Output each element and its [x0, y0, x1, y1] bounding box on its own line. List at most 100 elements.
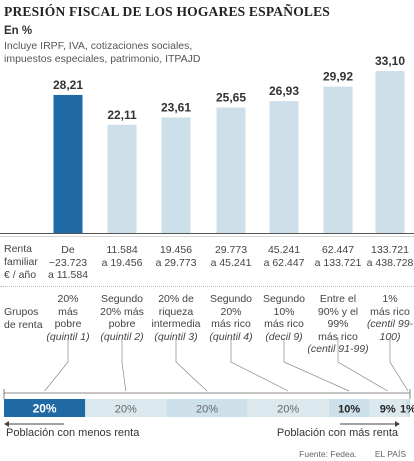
income-group-cell: Entre el 90% y el 99% más rico (centil 91-9…	[307, 293, 369, 356]
income-group-tag: (quintil 3)	[154, 330, 198, 343]
chart-subtitle: Incluye IRPF, IVA, cotizaciones sociales…	[4, 40, 201, 65]
income-range-line: 45.241	[267, 244, 301, 256]
groups-row-label: Grupos de renta	[4, 306, 43, 332]
income-range-cell: 19.456 a 29.773	[146, 244, 206, 269]
income-group-tag: (centil 99-100)	[366, 318, 414, 343]
bar-value-label: 22,11	[107, 108, 137, 122]
income-range-line: a 11.584	[47, 269, 89, 281]
income-group-tag: (quintil 4)	[209, 330, 253, 343]
population-share-label: 1%	[400, 404, 414, 416]
left-arrow-head	[4, 421, 9, 427]
population-segment	[328, 399, 370, 417]
income-range-cell: De −23.723 a 11.584	[38, 244, 98, 282]
separator-groups	[0, 286, 414, 287]
publisher-text: EL PAÍS	[374, 449, 406, 459]
income-range-cell: 29.773 a 45.241	[201, 244, 261, 269]
income-range-line: a 29.773	[155, 256, 197, 269]
income-group-line: Segundo	[209, 293, 253, 305]
leader-line	[337, 338, 388, 392]
income-range-line: 19.456	[159, 244, 193, 256]
income-row-label-line: € / año	[4, 269, 37, 281]
income-group-line: Segundo	[262, 293, 306, 305]
income-group-line: 20% de	[158, 293, 194, 305]
income-group-line: pobre	[108, 318, 136, 330]
income-group-line: 20% más	[100, 305, 144, 318]
income-range-line: a 45.241	[210, 256, 252, 269]
income-group-cell: Segundo 20% más pobre (quintil 2)	[91, 293, 153, 343]
income-group-cell: 1% más rico (centil 99-100)	[359, 293, 414, 343]
income-row-label: Renta familiar € / año	[4, 243, 38, 282]
income-group-tag: (decil 9)	[265, 330, 303, 343]
bar-value-label: 25,65	[216, 90, 246, 104]
income-range-line: −23.723	[48, 256, 88, 269]
bar-value-label: 26,93	[269, 84, 299, 98]
income-range-line: 11.584	[106, 244, 138, 256]
income-range-line: 133.721	[371, 244, 409, 256]
groups-row-label-line: Grupos	[4, 306, 39, 318]
income-range-cell: 133.721 a 438.728	[360, 244, 414, 269]
bar	[269, 101, 299, 233]
bar-value-label: 28,21	[53, 78, 83, 92]
leader-line	[283, 338, 350, 392]
income-group-line: pobre	[54, 318, 82, 330]
groups-row-label-line: de renta	[4, 319, 43, 331]
left-population-label: Población con menos renta	[6, 427, 140, 439]
income-row-label-line: Renta	[4, 243, 33, 255]
income-range-cell: 45.241 a 62.447	[254, 244, 314, 269]
income-group-line: más rico	[264, 318, 304, 330]
income-range-cell: 62.447 a 133.721	[308, 244, 368, 269]
income-group-line: 20%	[220, 305, 242, 318]
income-group-line: Segundo	[100, 293, 144, 305]
population-share-label: 20%	[277, 404, 299, 416]
income-group-line: 1%	[382, 293, 398, 305]
population-segment	[247, 399, 329, 417]
income-group-line: 20%	[57, 293, 79, 305]
population-segment	[166, 399, 248, 417]
population-share-label: 9%	[380, 404, 396, 416]
income-group-line: más rico	[211, 318, 251, 330]
population-share-label: 20%	[196, 404, 218, 416]
leader-line	[44, 338, 69, 392]
bar-value-label: 33,10	[375, 54, 405, 68]
population-segment	[4, 399, 86, 417]
income-range-line: a 133.721	[314, 256, 362, 269]
income-row-label-line: familiar	[4, 256, 38, 268]
income-group-cell: 20% de riqueza intermedia (quintil 3)	[145, 293, 207, 343]
bar	[53, 94, 83, 234]
income-group-line: 10%	[273, 305, 295, 318]
income-group-line: 90% y el 99%	[317, 305, 359, 331]
bar	[375, 71, 405, 233]
population-share-label: 10%	[338, 404, 360, 416]
income-group-line: más rico	[370, 305, 410, 318]
bar-value-label: 29,92	[323, 70, 353, 84]
income-group-cell: 20% más pobre (quintil 1)	[37, 293, 99, 343]
income-range-line: 29.773	[214, 244, 248, 256]
bar	[161, 117, 191, 233]
income-range-line: a 62.447	[263, 256, 305, 269]
source-text: Fuente: Fedea.	[299, 449, 357, 459]
income-group-line: más rico	[318, 330, 358, 343]
population-share-label: 20%	[115, 404, 137, 416]
population-segment	[369, 399, 406, 417]
leader-line	[121, 338, 127, 392]
income-group-line: Entre el	[319, 293, 357, 305]
bar-value-label: 23,61	[161, 100, 191, 114]
income-group-line: intermedia	[151, 318, 201, 330]
income-group-tag: (centil 91-99)	[307, 343, 369, 355]
leader-line	[175, 338, 208, 392]
income-group-line: más	[58, 305, 78, 318]
income-range-line: De	[61, 244, 75, 256]
right-arrow-head	[395, 421, 400, 427]
source-line: Fuente: Fedea. EL PAÍS	[299, 449, 406, 459]
population-share-label: 20%	[33, 402, 57, 416]
separator-income	[0, 236, 414, 237]
income-group-cell: Segundo 20% más rico (quintil 4)	[200, 293, 262, 343]
leader-line	[389, 338, 409, 392]
chart-title: PRESIÓN FISCAL DE LOS HOGARES ESPAÑOLES	[4, 4, 331, 19]
income-range-line: a 438.728	[366, 256, 414, 269]
income-range-cell: 11.584 a 19.456	[92, 244, 152, 269]
bar	[323, 86, 353, 233]
units-label: En %	[4, 25, 33, 37]
income-group-cell: Segundo 10% más rico (decil 9)	[253, 293, 315, 343]
